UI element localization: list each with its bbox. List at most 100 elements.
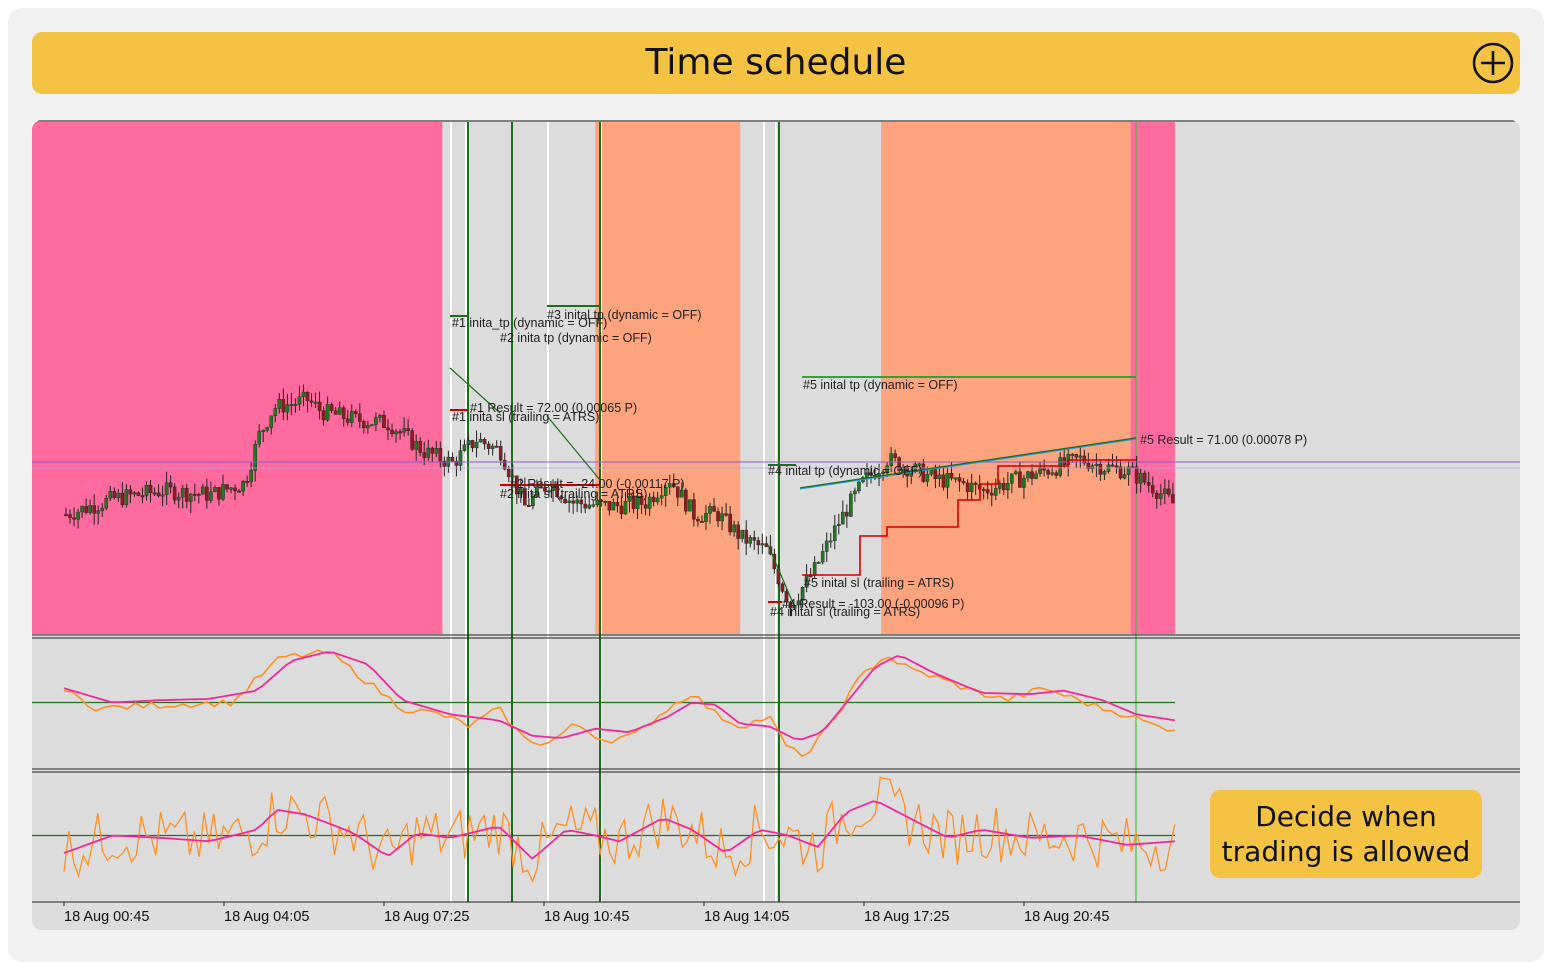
candle bbox=[1122, 466, 1127, 480]
candle-body bbox=[1114, 465, 1119, 468]
candle bbox=[281, 388, 286, 421]
candle-body bbox=[458, 450, 463, 466]
session-band-pink bbox=[1130, 122, 1175, 634]
candle-body bbox=[418, 441, 423, 453]
candle-body bbox=[1138, 472, 1143, 484]
section-header: Time schedule bbox=[32, 32, 1520, 94]
candle bbox=[225, 483, 229, 493]
candle bbox=[857, 480, 861, 494]
candle bbox=[422, 441, 427, 465]
candle-body bbox=[712, 506, 716, 512]
candle-body bbox=[120, 492, 125, 505]
candle-body bbox=[945, 472, 950, 488]
plus-circle-icon[interactable] bbox=[1472, 42, 1514, 84]
candle bbox=[732, 520, 736, 537]
candle bbox=[1094, 453, 1099, 478]
trade-path-line bbox=[767, 544, 797, 611]
candle-body bbox=[720, 513, 724, 522]
candle-body bbox=[341, 407, 346, 419]
candle-body bbox=[772, 553, 777, 570]
candle bbox=[696, 516, 700, 527]
candle-body bbox=[643, 504, 648, 509]
candle bbox=[345, 409, 350, 427]
candle bbox=[277, 392, 282, 414]
candle-body bbox=[390, 429, 394, 435]
candle-body bbox=[953, 477, 958, 480]
candle-body bbox=[933, 469, 938, 479]
candle-body bbox=[728, 513, 732, 533]
candle bbox=[168, 475, 173, 494]
candle bbox=[845, 504, 849, 528]
trade-path-line bbox=[799, 438, 1137, 490]
candle-body bbox=[430, 447, 435, 454]
candle-body bbox=[245, 480, 249, 483]
chart-canvas: #1 inita_tp (dynamic = OFF)#2 inita tp (… bbox=[32, 120, 1520, 925]
candle-body bbox=[639, 496, 644, 505]
candle-body bbox=[760, 543, 765, 546]
candle-body bbox=[519, 488, 523, 495]
candle-body bbox=[426, 447, 431, 458]
candle bbox=[362, 419, 366, 434]
candle bbox=[486, 441, 491, 455]
candle-body bbox=[676, 486, 680, 498]
candle bbox=[647, 492, 652, 516]
candle-body bbox=[816, 561, 821, 564]
candle bbox=[160, 485, 165, 507]
candle bbox=[712, 498, 716, 512]
candle-body bbox=[857, 481, 861, 492]
candle-body bbox=[273, 408, 278, 417]
candle-body bbox=[961, 481, 966, 484]
candle bbox=[112, 487, 117, 500]
x-tick-label: 18 Aug 14:05 bbox=[704, 909, 789, 925]
candle-body bbox=[547, 490, 551, 493]
candle bbox=[527, 497, 531, 507]
candle bbox=[209, 481, 213, 504]
candle bbox=[382, 410, 386, 429]
candle bbox=[571, 494, 575, 514]
candle-body bbox=[752, 537, 757, 541]
candle-body bbox=[812, 562, 817, 576]
candle-body bbox=[704, 513, 708, 522]
x-tick-label: 18 Aug 07:25 bbox=[384, 909, 469, 925]
candle bbox=[354, 409, 358, 418]
candle-body bbox=[893, 453, 897, 458]
candle-body bbox=[1002, 483, 1006, 491]
candle bbox=[269, 415, 274, 435]
candle bbox=[317, 391, 322, 420]
trading-chart[interactable]: #1 inita_tp (dynamic = OFF) #2 inita tp (… bbox=[32, 120, 1520, 930]
candle-body bbox=[820, 551, 825, 563]
candle-body bbox=[764, 543, 769, 547]
candle-body bbox=[382, 415, 386, 429]
candle-body bbox=[1110, 464, 1115, 467]
candle-body bbox=[112, 491, 117, 498]
candle-body bbox=[535, 486, 539, 497]
candle-body bbox=[124, 489, 129, 505]
candle bbox=[837, 513, 841, 535]
candle bbox=[615, 497, 620, 513]
section-title: Time schedule bbox=[645, 42, 907, 83]
trade-path-line bbox=[799, 437, 1137, 489]
candle-body bbox=[684, 489, 688, 512]
trade-annotation: #5 Result = 71.00 (0.00078 P) bbox=[1140, 433, 1307, 447]
candle bbox=[221, 474, 225, 501]
candle bbox=[482, 437, 487, 450]
candle-body bbox=[659, 495, 664, 499]
candle-body bbox=[881, 471, 885, 474]
candle bbox=[740, 529, 744, 543]
candle-body bbox=[1034, 473, 1038, 479]
candle bbox=[104, 494, 109, 511]
osc1-fast-line bbox=[63, 649, 1175, 758]
candle bbox=[349, 404, 354, 428]
candle-body bbox=[402, 428, 406, 433]
candle bbox=[197, 492, 201, 504]
candle-body bbox=[889, 453, 893, 467]
candle bbox=[273, 403, 278, 423]
candle bbox=[1150, 476, 1155, 498]
candle bbox=[631, 492, 636, 514]
candle bbox=[663, 484, 668, 507]
candle-body bbox=[506, 469, 511, 478]
candle-body bbox=[989, 492, 994, 496]
candle bbox=[724, 503, 728, 517]
osc2-slow-line bbox=[63, 800, 1175, 860]
candle bbox=[466, 436, 471, 448]
